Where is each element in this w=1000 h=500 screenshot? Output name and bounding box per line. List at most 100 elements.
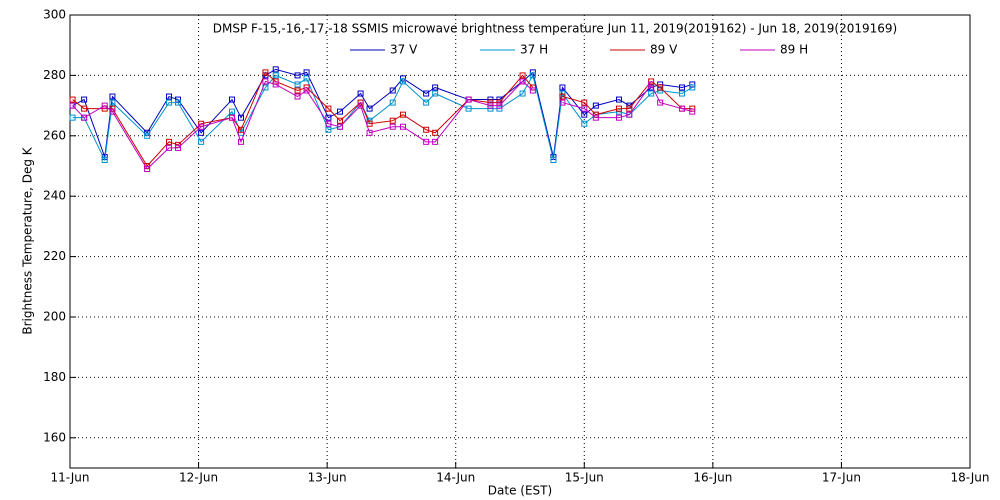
legend-label: 89 V [650,43,678,57]
data-point [294,93,301,100]
chart-title: DMSP F-15,-16,-17,-18 SSMIS microwave br… [213,22,897,36]
data-point [175,96,181,103]
data-point [592,102,599,109]
legend-label: 37 H [520,43,548,57]
data-point [592,114,599,121]
y-tick-label: 180 [43,370,66,384]
data-point [144,166,151,173]
x-tick-label: 13-Jun [308,471,347,485]
data-point [389,117,396,124]
data-point [272,81,279,88]
legend-label: 37 V [390,43,418,57]
data-point [423,90,430,97]
data-point [648,81,655,88]
data-point [357,90,364,97]
data-point [689,108,696,115]
data-point [69,114,76,121]
y-tick-label: 160 [43,430,66,444]
data-point [648,90,655,97]
data-point [325,126,332,133]
data-point [559,90,566,97]
data-point [366,129,373,136]
data-point [616,96,622,103]
data-point [69,96,76,103]
data-point [389,99,396,106]
data-point [303,75,310,82]
data-point [198,123,205,130]
y-axis-label: Brightness Temperature, Deg K [21,146,35,334]
data-point [423,99,430,106]
data-point [581,99,588,106]
data-point [626,111,633,118]
data-point [423,126,430,133]
data-point [689,84,696,91]
data-point [581,111,588,118]
series-line [72,71,693,167]
data-point [679,105,685,112]
data-point [109,99,116,106]
x-tick-label: 18-Jun [950,471,989,485]
data-point [432,129,439,136]
y-tick-label: 240 [43,189,66,203]
data-point [550,156,557,163]
data-point [175,99,181,106]
x-tick-label: 11-Jun [50,471,89,485]
data-point [496,105,503,112]
data-point [337,117,343,124]
data-point [166,138,172,145]
data-point [519,72,526,79]
data-point [487,102,494,109]
series-line [72,80,693,170]
data-point [81,114,88,121]
data-point [400,78,406,85]
data-point [325,114,332,121]
data-point [166,93,172,100]
data-point [400,111,406,118]
y-tick-label: 280 [43,68,66,82]
data-point [229,96,235,103]
data-point [616,114,622,121]
data-point [294,72,301,79]
x-axis-label: Date (EST) [488,484,552,498]
data-point [423,138,430,145]
data-point [679,84,685,91]
data-point [272,72,279,79]
data-point [559,93,566,100]
data-point [529,87,536,94]
data-point [626,105,633,112]
data-point [657,84,664,91]
data-point [325,120,332,127]
x-tick-label: 12-Jun [179,471,218,485]
data-point [519,78,526,85]
data-point [581,105,588,112]
data-point [303,87,310,94]
data-point [657,99,664,106]
data-point [487,96,494,103]
data-point [357,102,364,109]
data-point [432,90,439,97]
data-point [400,123,406,130]
data-point [529,72,536,79]
data-point [337,123,343,130]
data-point [366,105,373,112]
data-point [272,66,279,73]
legend-label: 89 H [780,43,808,57]
data-point [325,105,332,112]
data-point [166,99,172,106]
data-point [229,114,235,121]
series-line [72,68,693,158]
data-point [144,132,151,139]
data-point [198,138,205,145]
data-point [616,105,622,112]
data-point [487,105,494,112]
data-point [294,81,301,88]
plot-frame [69,14,971,469]
data-point [238,114,244,121]
data-point [81,105,88,112]
y-tick-label: 300 [43,8,66,22]
data-point [519,90,526,97]
y-tick-label: 200 [43,310,66,324]
y-tick-label: 260 [43,128,66,142]
data-point [487,99,494,106]
